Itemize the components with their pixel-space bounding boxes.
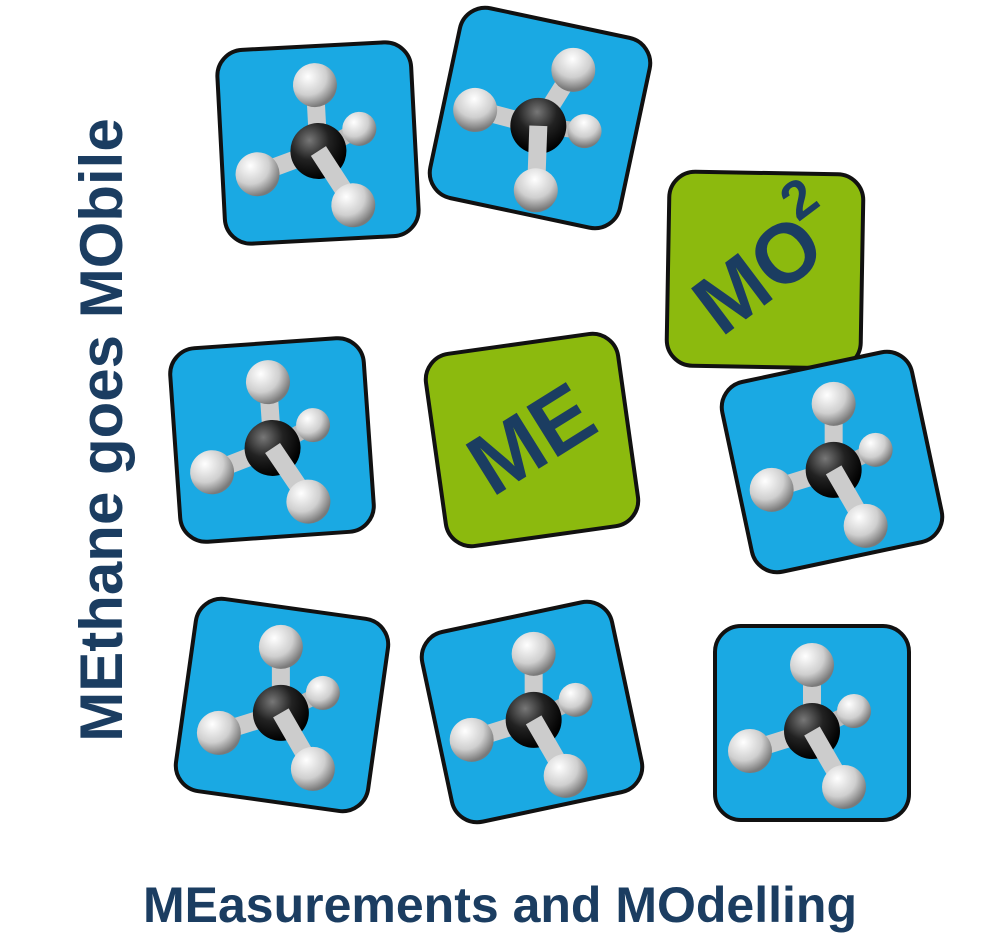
- tile-green: ME: [420, 328, 644, 552]
- tile-green: MO 2: [664, 166, 866, 371]
- tile-blue: [170, 593, 394, 817]
- tile-blue: [416, 0, 658, 236]
- tile-blue: [713, 624, 911, 822]
- tile-blue: [414, 594, 650, 830]
- tile-blue: [216, 41, 420, 245]
- tile-blue: [714, 344, 950, 580]
- bottom-title: MEasurements and MOdelling: [143, 877, 857, 933]
- tile-blue: [166, 334, 378, 546]
- side-title: MEthane goes MObile: [68, 118, 135, 741]
